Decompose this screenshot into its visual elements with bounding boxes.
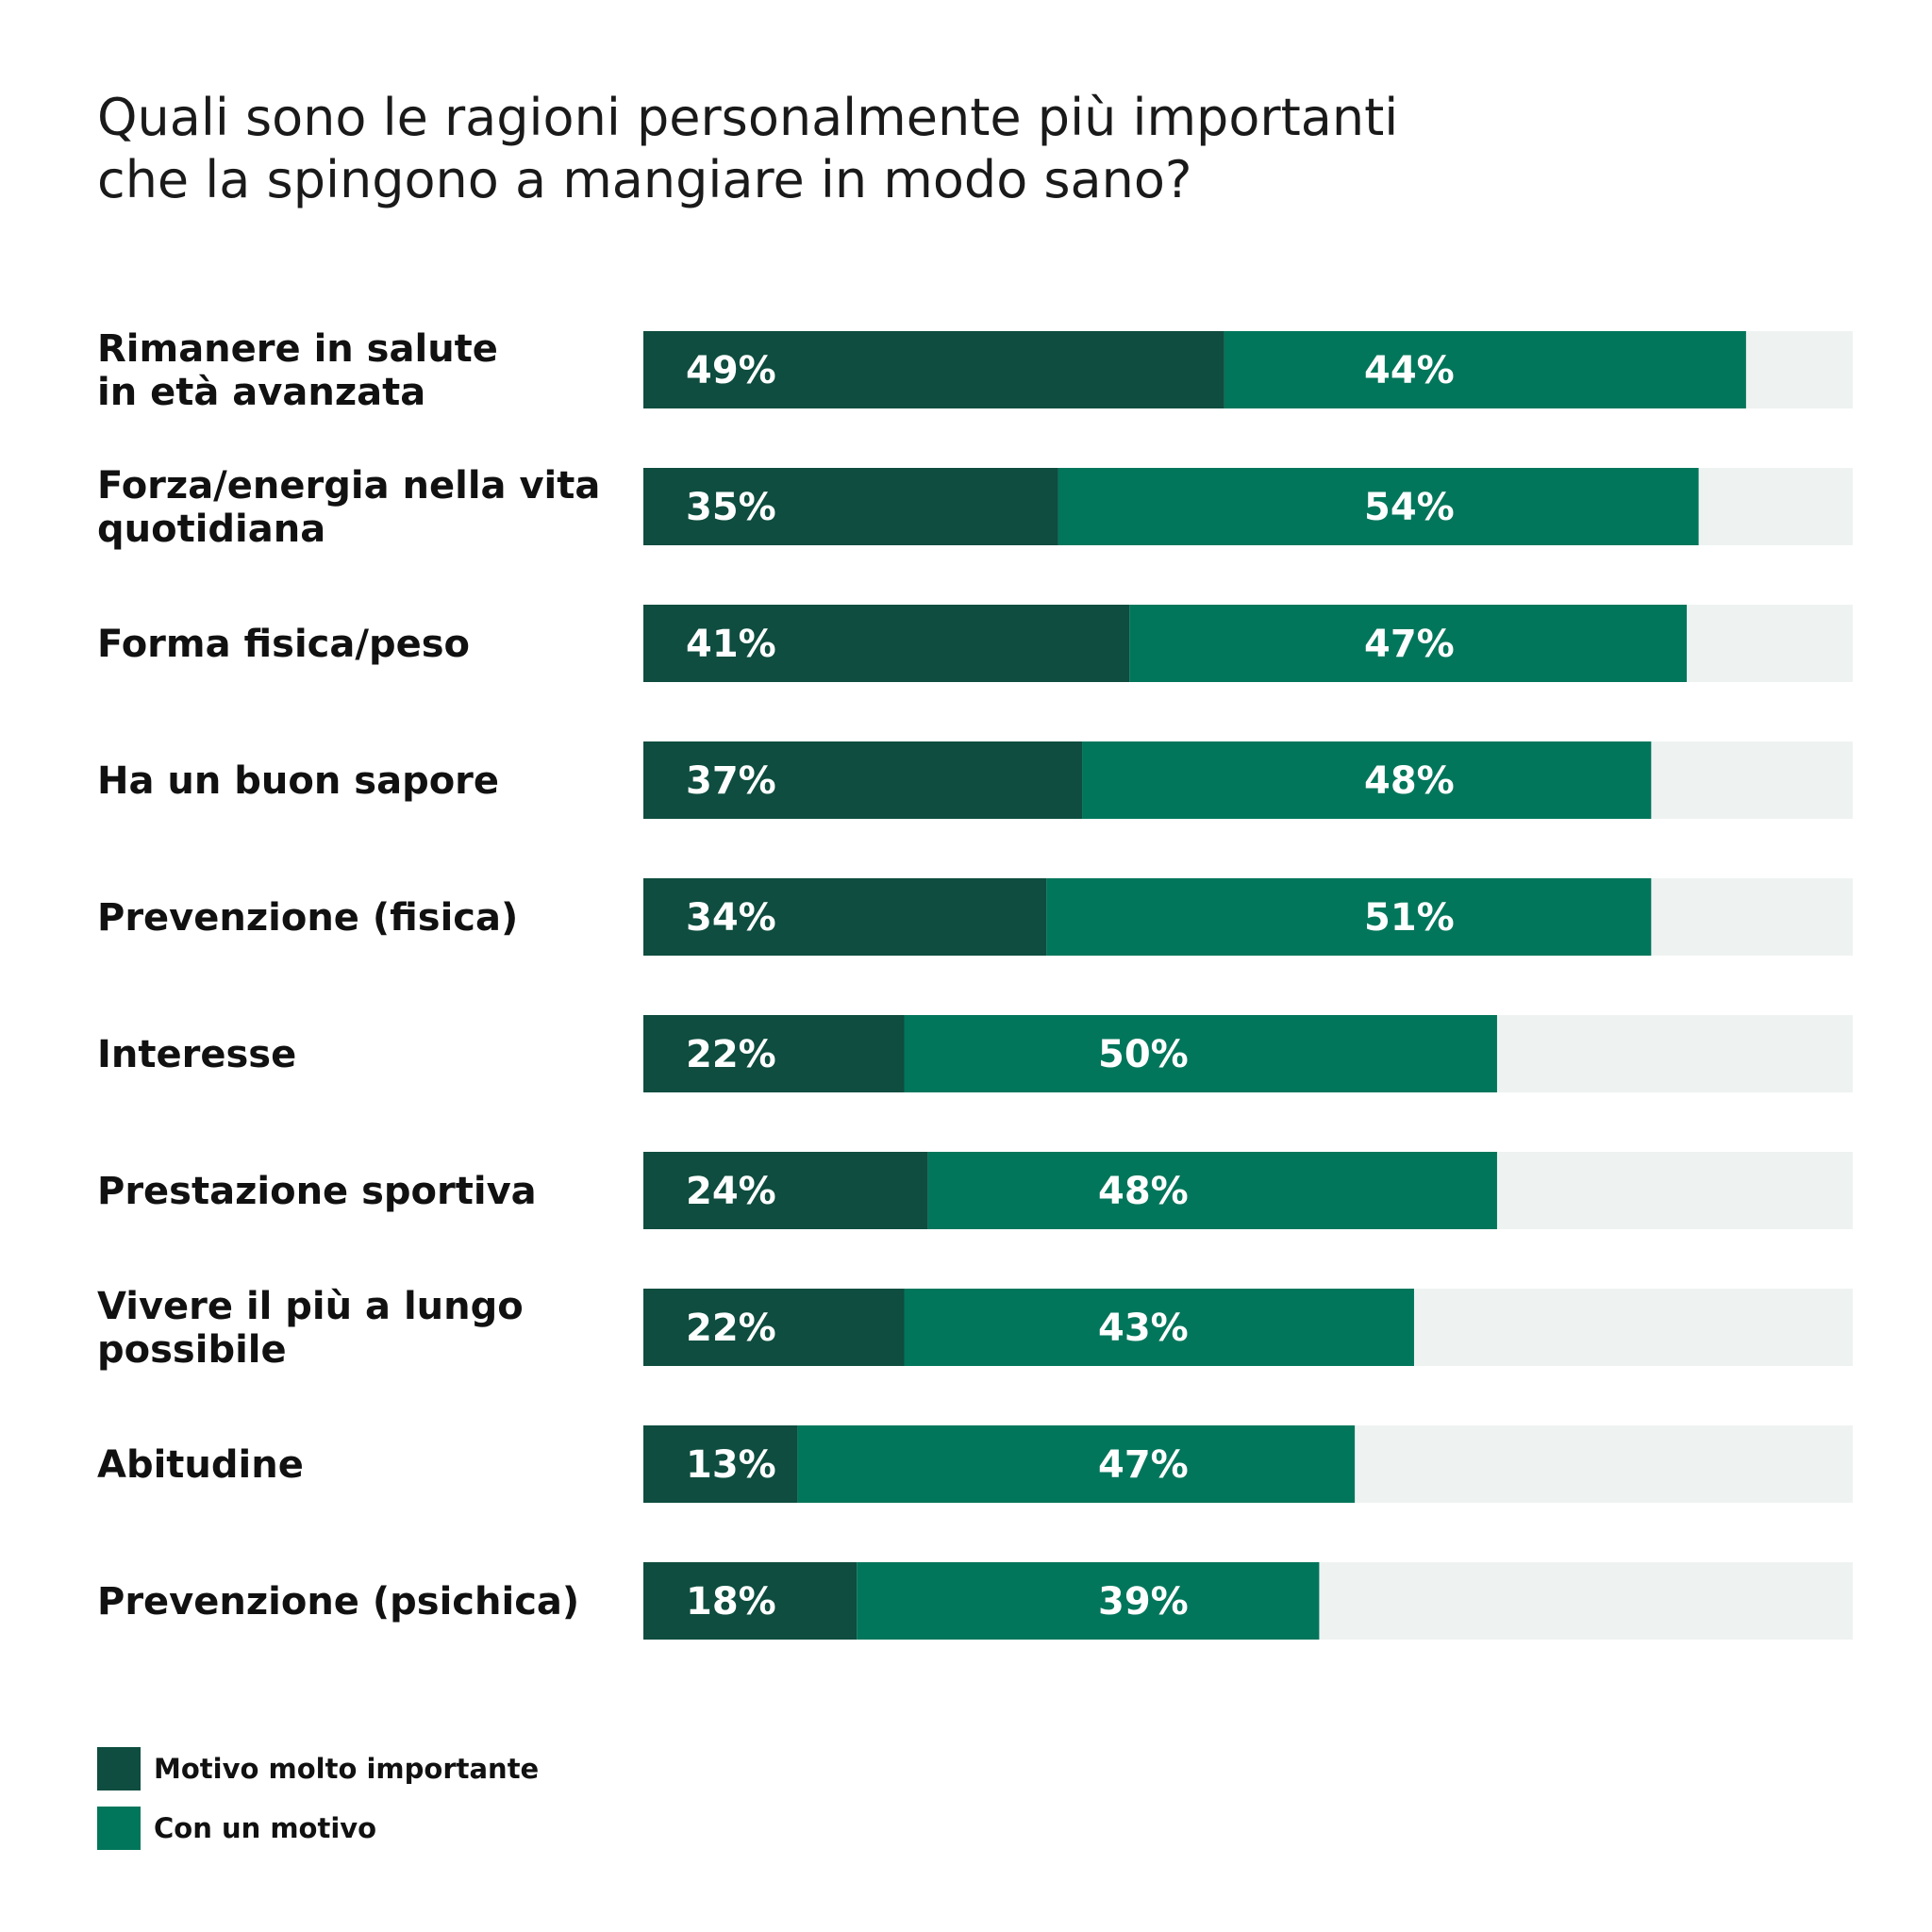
bar-segment-con-un-motivo bbox=[1058, 468, 1699, 545]
data-label-molto-importante: 22% bbox=[686, 1307, 776, 1350]
category-label-line: Forma fisica/peso bbox=[97, 623, 470, 666]
category-label-line: Vivere il più a lungo bbox=[97, 1285, 524, 1328]
chart-title: Quali sono le ragioni personalmente più … bbox=[97, 87, 1512, 211]
category-label: Ha un buon sapore bbox=[97, 759, 499, 803]
data-label-con-un-motivo: 47% bbox=[1364, 623, 1455, 666]
chart-title-line-2: che la spingono a mangiare in modo sano? bbox=[97, 150, 1192, 209]
data-label-con-un-motivo: 51% bbox=[1364, 896, 1455, 940]
bar-row: 22% 50% Interesse bbox=[97, 1015, 1853, 1092]
data-label-con-un-motivo: 48% bbox=[1098, 1170, 1189, 1213]
bar-row: 22% 43% Vivere il più a lungo possibile bbox=[97, 1285, 1853, 1372]
category-label-line: in età avanzata bbox=[97, 371, 425, 414]
bar-row: 49% 44% Rimanere in salute in età avanzata bbox=[97, 327, 1853, 414]
category-label-line: Interesse bbox=[97, 1033, 296, 1076]
bar-segment-con-un-motivo bbox=[904, 1289, 1414, 1366]
category-label-line: Rimanere in salute bbox=[97, 327, 498, 371]
data-label-molto-importante: 24% bbox=[686, 1170, 776, 1213]
chart-legend: Motivo molto importante Con un motivo bbox=[97, 1747, 539, 1866]
category-label: Prestazione sportiva bbox=[97, 1170, 537, 1213]
category-label: Forza/energia nella vita quotidiana bbox=[97, 464, 600, 551]
bar-segment-molto-importante bbox=[643, 1289, 905, 1366]
bar-segment-molto-importante bbox=[643, 468, 1058, 545]
bar-segment-con-un-motivo bbox=[1046, 878, 1652, 956]
data-label-molto-importante: 22% bbox=[686, 1033, 776, 1076]
data-label-con-un-motivo: 54% bbox=[1364, 486, 1455, 529]
bar-segment-con-un-motivo bbox=[1129, 605, 1688, 682]
data-label-molto-importante: 13% bbox=[686, 1443, 776, 1487]
data-label-con-un-motivo: 39% bbox=[1098, 1580, 1189, 1624]
chart-title-line-1: Quali sono le ragioni personalmente più … bbox=[97, 88, 1399, 147]
category-label-line: Forza/energia nella vita bbox=[97, 464, 600, 508]
bar-segment-molto-importante bbox=[643, 331, 1224, 408]
legend-item-con-un-motivo: Con un motivo bbox=[97, 1807, 539, 1850]
bar-row: 41% 47% Forma fisica/peso bbox=[97, 605, 1853, 682]
legend-label-molto-importante: Motivo molto importante bbox=[154, 1753, 540, 1785]
category-label-line: possibile bbox=[97, 1328, 287, 1372]
bar-segment-molto-importante bbox=[643, 1562, 858, 1640]
category-label-line: Prevenzione (psichica) bbox=[97, 1580, 579, 1624]
category-label: Rimanere in salute in età avanzata bbox=[97, 327, 498, 414]
category-label: Interesse bbox=[97, 1033, 296, 1076]
bar-segment-molto-importante bbox=[643, 878, 1047, 956]
data-label-molto-importante: 35% bbox=[686, 486, 776, 529]
bar-row: 13% 47% Abitudine bbox=[97, 1425, 1853, 1503]
bar-segment-molto-importante bbox=[643, 1015, 905, 1092]
data-label-molto-importante: 41% bbox=[686, 623, 776, 666]
bar-row: 35% 54% Forza/energia nella vita quotidiana bbox=[97, 464, 1853, 551]
bar-segment-molto-importante bbox=[643, 605, 1130, 682]
category-label: Abitudine bbox=[97, 1443, 304, 1487]
bar-row: 37% 48% Ha un buon sapore bbox=[97, 741, 1853, 819]
bar-segment-con-un-motivo bbox=[1082, 741, 1652, 819]
data-label-molto-importante: 49% bbox=[686, 349, 776, 392]
bar-segment-con-un-motivo bbox=[1224, 331, 1746, 408]
bar-row: 18% 39% Prevenzione (psichica) bbox=[97, 1562, 1853, 1640]
bar-row: 24% 48% Prestazione sportiva bbox=[97, 1152, 1853, 1229]
legend-item-molto-importante: Motivo molto importante bbox=[97, 1747, 539, 1790]
data-label-con-un-motivo: 43% bbox=[1098, 1307, 1189, 1350]
bar-segment-molto-importante bbox=[643, 1425, 798, 1503]
data-label-con-un-motivo: 44% bbox=[1364, 349, 1455, 392]
category-label-line: Abitudine bbox=[97, 1443, 304, 1487]
bar-row: 34% 51% Prevenzione (fisica) bbox=[97, 878, 1853, 956]
bar-segment-con-un-motivo bbox=[904, 1015, 1497, 1092]
bar-segment-con-un-motivo bbox=[857, 1562, 1320, 1640]
bar-segment-molto-importante bbox=[643, 1152, 928, 1229]
category-label-line: Ha un buon sapore bbox=[97, 759, 499, 803]
legend-label-con-un-motivo: Con un motivo bbox=[154, 1812, 377, 1844]
category-label: Prevenzione (psichica) bbox=[97, 1580, 579, 1624]
legend-swatch-dark bbox=[97, 1747, 141, 1790]
bar-segment-molto-importante bbox=[643, 741, 1083, 819]
data-label-con-un-motivo: 50% bbox=[1098, 1033, 1189, 1076]
bar-segment-con-un-motivo bbox=[927, 1152, 1497, 1229]
bar-segment-con-un-motivo bbox=[797, 1425, 1356, 1503]
category-label-line: Prevenzione (fisica) bbox=[97, 896, 518, 940]
data-label-molto-importante: 18% bbox=[686, 1580, 776, 1624]
data-label-molto-importante: 34% bbox=[686, 896, 776, 940]
data-label-con-un-motivo: 48% bbox=[1364, 759, 1455, 803]
category-label-line: quotidiana bbox=[97, 508, 325, 551]
category-label: Vivere il più a lungo possibile bbox=[97, 1285, 524, 1372]
data-label-molto-importante: 37% bbox=[686, 759, 776, 803]
data-label-con-un-motivo: 47% bbox=[1098, 1443, 1189, 1487]
legend-swatch-medium bbox=[97, 1807, 141, 1850]
category-label: Forma fisica/peso bbox=[97, 623, 470, 666]
category-label: Prevenzione (fisica) bbox=[97, 896, 518, 940]
category-label-line: Prestazione sportiva bbox=[97, 1170, 537, 1213]
